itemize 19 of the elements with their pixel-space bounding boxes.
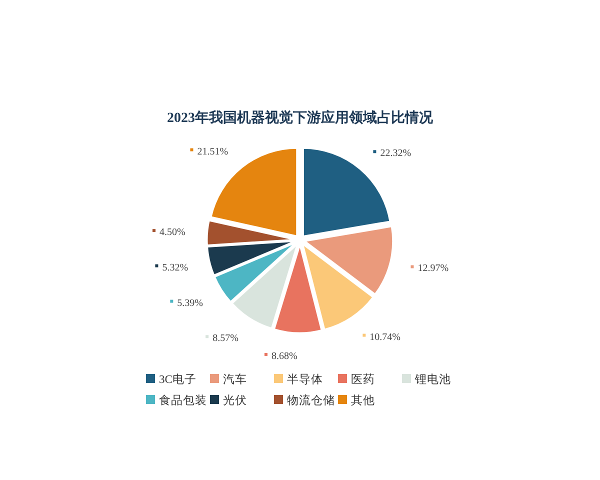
legend-label: 半导体 (287, 373, 323, 386)
legend-label: 汽车 (223, 372, 247, 386)
data-label: 10.74% (370, 332, 401, 343)
chart-title: 2023年我国机器视觉下游应用领域占比情况 (167, 109, 434, 126)
legend-label: 光伏 (223, 394, 247, 407)
legend-label: 其他 (351, 394, 375, 407)
data-label: 5.39% (177, 298, 203, 309)
legend-label: 物流仓储 (287, 393, 335, 407)
data-label: 8.68% (271, 350, 298, 362)
data-label: 12.97% (418, 263, 449, 274)
data-label: 21.51% (197, 146, 228, 158)
legend-label: 医药 (351, 373, 375, 386)
data-label: 5.32% (162, 262, 188, 274)
data-label: 8.57% (212, 333, 238, 344)
legend-label: 3C电子 (159, 373, 196, 386)
data-label: 22.32% (380, 148, 412, 160)
data-label: 4.50% (160, 227, 186, 238)
legend-label: 锂电池 (414, 373, 451, 386)
legend-label: 食品包装 (159, 394, 207, 407)
